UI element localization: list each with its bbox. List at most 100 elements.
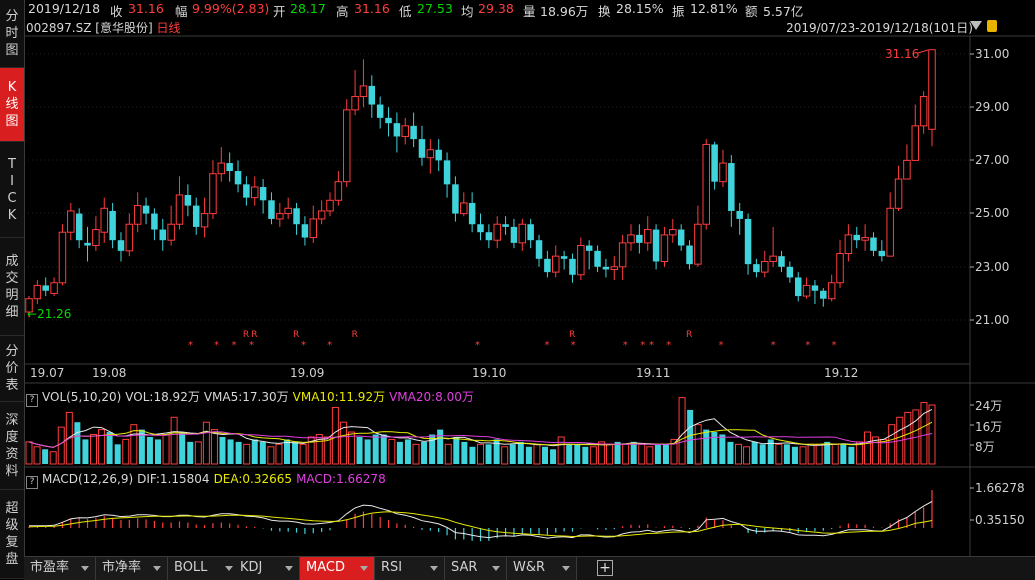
chevron-down-icon[interactable] [970,21,982,30]
quote-date: 2019/12/18 [28,1,101,16]
add-tab-icon[interactable]: + [597,560,613,576]
candle-body [259,187,267,201]
candle-body [510,226,518,243]
event-r-icon: R [352,330,358,340]
volume-bar [348,431,355,465]
candle-body [686,245,693,265]
lock-icon[interactable] [987,20,997,32]
nav-tick[interactable]: T I C K [0,142,24,238]
tab-sar[interactable]: SAR [445,557,507,580]
volume-bar [323,436,331,465]
volume-bar [743,446,751,465]
candle-body [602,266,610,270]
candle-body [594,250,601,267]
tab-label: 市净率 [102,560,142,575]
volume-bar [380,434,387,464]
volume-bar [461,441,468,464]
volume-bar [259,441,266,464]
volume-bar [210,429,218,465]
candle-body [794,277,802,297]
candle-body [351,96,359,111]
candle-body [728,163,735,211]
macd-tick: 0.35150 [975,513,1025,527]
candle-body [234,171,242,185]
candle-body [251,186,259,199]
nav-kline[interactable]: K 线 图 [0,68,24,142]
candle-body [368,85,376,105]
volume-bar [694,424,702,465]
candle-body [217,162,226,175]
tab-wr[interactable]: W&R [507,557,577,580]
low-annotation: ←21.26 [27,307,72,321]
nav-deep-data[interactable]: 深 度 资 料 [0,402,24,490]
volume-bar [864,431,871,465]
date-range[interactable]: 2019/07/23-2019/12/18(101日) [786,21,973,35]
candle-body [836,253,844,284]
candle-body [886,207,894,257]
caret-icon [81,566,89,571]
candle-body [151,213,158,230]
open-label: 开 [273,4,286,19]
volume-bar [517,441,524,464]
candle-body [711,144,718,182]
volume-bar [444,443,452,465]
candle-body [243,184,250,198]
tab-boll[interactable]: BOLL [168,557,240,580]
candle-body [25,298,33,313]
volume-bar [638,443,646,465]
amplitude-value: 12.81% [690,1,738,16]
event-star-icon: * [301,340,306,351]
candle-body [894,178,903,209]
volume-bar [227,439,234,464]
candle-body [610,266,619,270]
vol-tick: 24万 [975,399,1003,413]
candle-body [844,234,853,255]
vol-title[interactable]: VOL(5,10,20) [42,390,122,404]
candle-body [544,258,551,273]
tab-pb[interactable]: 市净率 [96,557,168,580]
date-tick: 19.09 [290,366,325,380]
volume-bar [589,446,597,465]
candle-body [643,229,652,244]
tab-macd[interactable]: MACD [300,557,375,580]
nav-replay[interactable]: 超 级 复 盘 [0,490,24,579]
volume-bar [437,429,444,464]
volume-bar [670,438,678,465]
event-star-icon: * [327,340,332,351]
candle-body [159,229,167,241]
low-value: 27.53 [417,1,453,16]
candle-body [652,229,660,262]
tab-rsi[interactable]: RSI [375,557,445,580]
volume-bar [815,443,823,465]
stock-code: 002897.SZ [26,21,92,35]
vma5-value: VMA5:17.30万 [203,390,289,404]
candle-body [376,104,384,118]
nav-timeshare[interactable]: 分 时 图 [0,0,24,68]
candle-body [33,284,42,300]
volume-bar [194,441,202,465]
candle-body [42,285,49,291]
candle-body [226,163,233,172]
candle-body [769,255,777,262]
nav-timeshare-char: 图 [5,43,19,58]
macd-value: MACD:1.66278 [296,472,386,486]
close-label: 收 [110,4,123,19]
candle-body [911,125,920,161]
stock-name[interactable]: [意华股份] [95,21,153,35]
candle-body [184,194,192,206]
macd-title[interactable]: MACD(12,26,9) [42,472,134,486]
volume-bar [711,432,718,464]
tab-pe[interactable]: 市盈率 [24,557,96,580]
high-value: 31.16 [354,1,390,16]
nav-trade-detail-char: 交 [5,270,19,286]
volume-bar [654,444,661,464]
help-icon[interactable]: ? [26,476,38,489]
price-tick: 21.00 [975,313,1010,327]
period-label[interactable]: 日线 [156,21,181,35]
candle-body [334,181,343,201]
help-icon[interactable]: ? [26,394,38,407]
tab-kdj[interactable]: KDJ [234,557,300,580]
nav-price-table[interactable]: 分 价 表 [0,336,24,402]
nav-trade-detail[interactable]: 成 交 明 细 [0,238,24,336]
